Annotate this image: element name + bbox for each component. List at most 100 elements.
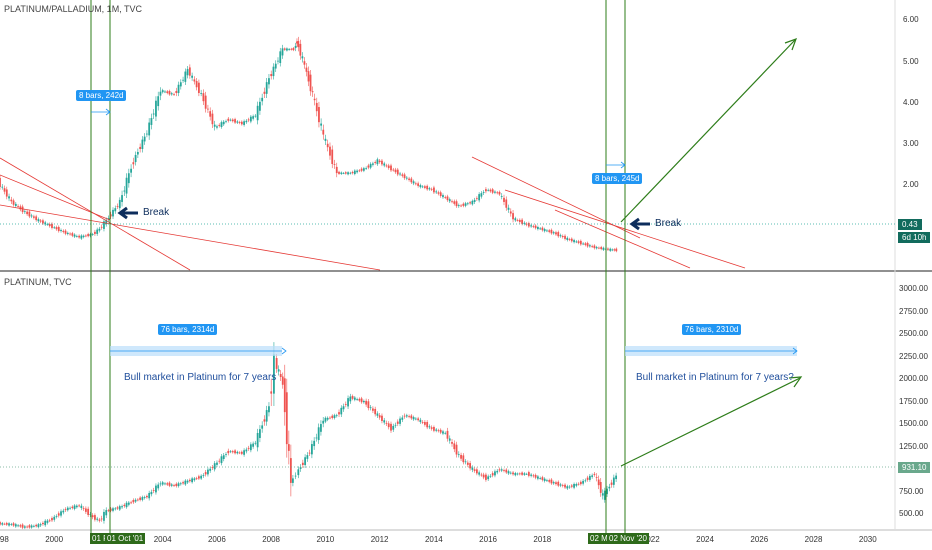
bottom-candle <box>566 486 569 489</box>
top-candle <box>130 168 132 173</box>
bottom-candle <box>410 415 413 419</box>
bottom-projection-arrow <box>620 377 801 467</box>
top-candle <box>537 227 539 230</box>
top-candle <box>188 67 191 76</box>
top-candle <box>385 165 388 167</box>
top-candle <box>362 168 365 171</box>
top-candle <box>197 82 200 94</box>
top-candle <box>419 185 422 188</box>
top-candle <box>17 206 19 207</box>
bottom-candle <box>315 437 318 439</box>
top-candle <box>220 122 223 127</box>
bottom-y-tick-label: 2000.00 <box>899 374 928 384</box>
top-candle <box>279 51 282 64</box>
top-candle <box>123 190 126 192</box>
bottom-candle <box>17 525 19 527</box>
bottom-candle <box>71 506 74 509</box>
bottom-candle <box>33 525 35 527</box>
top-candle <box>466 203 469 205</box>
bottom-candle <box>200 475 203 479</box>
top-candle <box>238 122 241 123</box>
top-candle <box>588 245 591 247</box>
top-candle <box>143 136 146 142</box>
bottom-candle <box>466 462 469 465</box>
x-tick-label: 2004 <box>153 535 172 544</box>
top-candle <box>39 220 42 222</box>
bottom-y-tick-label: 2500.00 <box>899 329 928 339</box>
bottom-candle <box>143 497 146 498</box>
top-candle <box>259 101 261 111</box>
bottom-candle <box>132 500 135 503</box>
bottom-candle <box>478 472 481 475</box>
top-candle <box>229 119 232 121</box>
top-candle <box>390 165 392 171</box>
top-candle <box>66 232 69 235</box>
top-candle <box>376 159 379 165</box>
bottom-candle <box>546 480 548 482</box>
bottom-candle <box>552 482 555 484</box>
bottom-candle <box>428 426 431 428</box>
top-candle <box>12 200 15 205</box>
top-candle <box>299 43 302 56</box>
top-candle <box>35 216 38 221</box>
bottom-candle <box>26 526 29 528</box>
top-candle <box>435 191 438 193</box>
bottom-candle <box>597 479 600 486</box>
top-candle <box>378 160 381 163</box>
bottom-candle <box>433 426 435 431</box>
bottom-candle <box>240 451 243 454</box>
bottom-candle <box>1 523 4 525</box>
bottom-candle <box>514 472 517 476</box>
top-candle <box>245 120 248 123</box>
bottom-y-tick-label: 750.00 <box>899 486 924 496</box>
top-candle <box>430 188 433 190</box>
top-candle <box>401 174 404 176</box>
bottom-candle <box>412 417 415 420</box>
bottom-candle <box>299 467 302 469</box>
top-candle <box>184 71 187 82</box>
bottom-candle <box>541 477 544 480</box>
top-candle <box>584 243 587 245</box>
top-candle <box>349 172 352 174</box>
top-y-tick-label: 4.00 <box>903 97 919 107</box>
bottom-candle <box>46 520 49 523</box>
top-candle <box>121 195 123 202</box>
top-candle <box>412 181 415 184</box>
top-candle <box>57 226 60 232</box>
bottom-candle <box>243 450 245 455</box>
top-candle <box>116 206 119 207</box>
bottom-candle <box>188 479 191 482</box>
bottom-candle <box>202 475 205 477</box>
bottom-candle <box>399 418 401 424</box>
bottom-candle <box>419 419 422 423</box>
bottom-candle <box>340 407 343 415</box>
bottom-candle <box>365 400 368 405</box>
top-candle <box>417 183 420 186</box>
top-candle <box>410 178 413 183</box>
bottom-candle <box>539 477 542 479</box>
top-candle <box>69 233 71 235</box>
top-candle <box>71 233 74 236</box>
top-candle <box>37 219 40 222</box>
x-tick-label: 2014 <box>424 535 443 544</box>
bottom-candle <box>152 490 155 491</box>
top-candle <box>294 45 297 49</box>
bottom-y-tick-label: 1500.00 <box>899 419 928 429</box>
bottom-candle <box>353 397 356 400</box>
top-candle <box>132 162 135 165</box>
top-candle <box>283 48 286 50</box>
top-candle <box>53 227 56 229</box>
bottom-candle <box>141 497 144 500</box>
bottom-candle <box>155 485 157 493</box>
bottom-candle <box>14 524 17 527</box>
top-candle <box>173 93 175 95</box>
bottom-candle <box>270 391 273 394</box>
top-candle <box>462 203 465 206</box>
top-candle <box>374 162 377 163</box>
bottom-candle <box>103 511 105 521</box>
top-candle <box>457 205 460 207</box>
bottom-y-tick-label: 2750.00 <box>899 306 928 316</box>
bottom-candle <box>5 522 8 525</box>
bottom-candle <box>530 474 533 476</box>
